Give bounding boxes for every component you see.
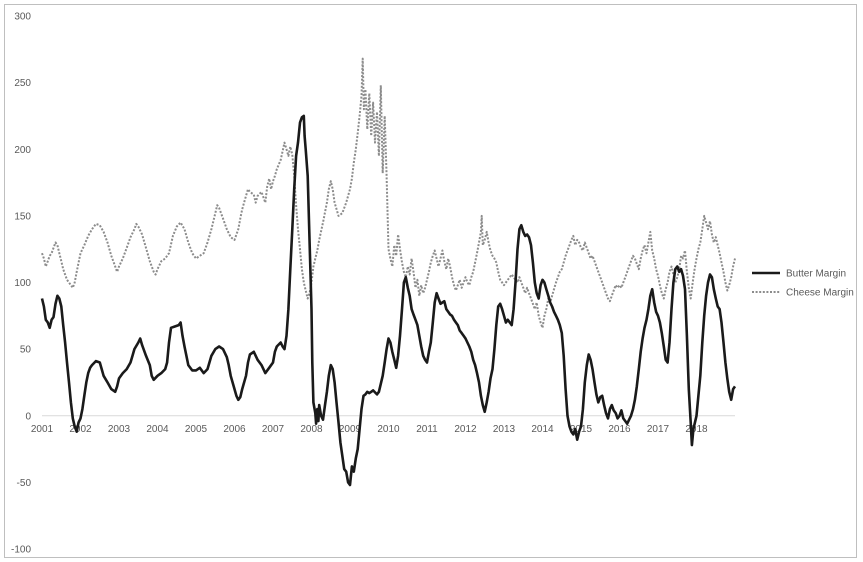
x-tick-label: 2008 bbox=[300, 424, 323, 435]
y-tick-label: 200 bbox=[14, 145, 31, 156]
cheese-margin-line bbox=[41, 57, 736, 329]
x-tick-label: 2013 bbox=[493, 424, 516, 435]
series-layer bbox=[40, 57, 737, 487]
butter-margin-line bbox=[40, 114, 737, 487]
y-tick-label: 300 bbox=[14, 12, 31, 23]
x-tick-label: 2011 bbox=[416, 424, 438, 435]
x-tick-label: 2009 bbox=[339, 424, 362, 435]
y-tick-label: -50 bbox=[17, 478, 32, 489]
y-axis-tick-labels: 300 250 200 150 100 50 0 -50 -100 bbox=[11, 12, 31, 556]
x-tick-label: 2010 bbox=[377, 424, 400, 435]
x-tick-label: 2012 bbox=[454, 424, 477, 435]
x-tick-label: 2006 bbox=[223, 424, 246, 435]
y-tick-label: 50 bbox=[20, 345, 32, 356]
x-tick-label: 2018 bbox=[685, 424, 708, 435]
chart-frame bbox=[4, 4, 857, 558]
y-tick-label: 250 bbox=[14, 78, 31, 89]
y-tick-label: 150 bbox=[14, 211, 31, 222]
legend-label: Cheese Margin bbox=[786, 288, 854, 299]
y-tick-label: -100 bbox=[11, 545, 31, 556]
x-tick-label: 2004 bbox=[146, 424, 169, 435]
x-tick-label: 2005 bbox=[185, 424, 208, 435]
x-tick-label: 2017 bbox=[647, 424, 670, 435]
legend-label: Butter Margin bbox=[786, 269, 846, 280]
x-tick-label: 2014 bbox=[531, 424, 554, 435]
x-axis-tick-labels: 2001 2002 2003 2004 2005 2006 2007 2008 2009 2010… bbox=[31, 424, 708, 435]
x-tick-label: 2016 bbox=[608, 424, 631, 435]
x-tick-label: 2003 bbox=[108, 424, 131, 435]
x-tick-label: 2007 bbox=[262, 424, 285, 435]
x-tick-label: 2002 bbox=[69, 424, 92, 435]
y-tick-label: 0 bbox=[25, 411, 31, 422]
legend: Butter Margin Cheese Margin bbox=[752, 269, 854, 299]
y-tick-label: 100 bbox=[14, 278, 31, 289]
x-tick-label: 2001 bbox=[31, 424, 54, 435]
